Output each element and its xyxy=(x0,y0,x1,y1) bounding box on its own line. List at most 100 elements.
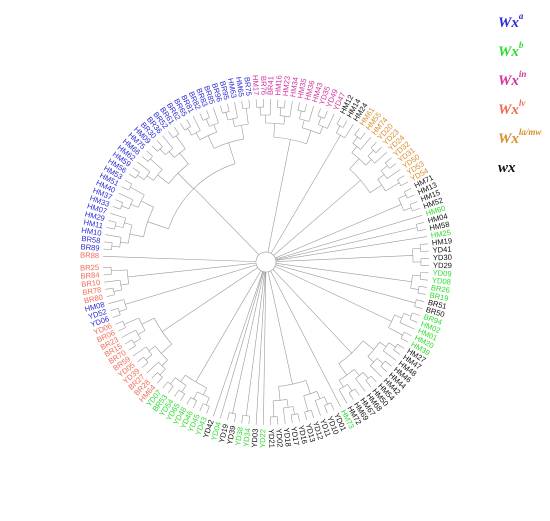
branch xyxy=(399,322,415,330)
branch-arc xyxy=(365,375,372,381)
branch xyxy=(147,221,169,230)
branch xyxy=(130,203,139,208)
branch xyxy=(162,267,258,332)
branch xyxy=(129,233,144,238)
branch xyxy=(389,163,397,169)
legend-base: Wx xyxy=(498,102,519,118)
branch xyxy=(270,135,341,254)
branch xyxy=(160,343,172,354)
leaf-label: YD29 xyxy=(433,261,452,270)
branch-arc xyxy=(303,391,318,397)
leaf-label: YD34 xyxy=(241,428,252,448)
branch xyxy=(267,271,293,385)
branch xyxy=(195,270,262,383)
branch xyxy=(354,369,360,376)
branch xyxy=(125,264,257,305)
branch xyxy=(206,406,210,414)
branch xyxy=(348,392,354,400)
branch xyxy=(305,380,311,394)
branch xyxy=(120,283,129,286)
branch xyxy=(289,101,293,117)
branch xyxy=(168,151,175,158)
branch xyxy=(278,386,281,401)
branch xyxy=(297,102,300,111)
branch xyxy=(205,397,210,406)
legend-base: Wx xyxy=(498,73,519,89)
branch xyxy=(316,391,321,399)
branch xyxy=(283,407,286,424)
branch xyxy=(412,274,421,277)
legend-item-wxb: Wxb xyxy=(498,33,550,62)
branch xyxy=(130,186,145,196)
branch xyxy=(419,278,429,281)
branch-arc xyxy=(199,131,217,141)
branch xyxy=(283,100,286,109)
branch-arc xyxy=(128,199,134,209)
branch xyxy=(267,139,291,253)
branch xyxy=(369,184,382,194)
branch xyxy=(255,271,266,425)
branch xyxy=(379,341,387,348)
branch xyxy=(377,174,385,180)
legend-item-wxin: Wxin xyxy=(498,62,550,91)
branch-arc xyxy=(222,111,230,114)
branch xyxy=(234,414,237,422)
branch xyxy=(181,385,187,393)
branch-arc xyxy=(398,198,404,211)
leaf-label: YD18 xyxy=(282,427,293,447)
branch xyxy=(120,241,129,244)
leaf-label: HM23 xyxy=(281,75,292,96)
leaf-label: YD03 xyxy=(250,428,260,448)
branch xyxy=(420,250,429,252)
branch-arc xyxy=(338,340,364,364)
branch-arc xyxy=(255,251,277,273)
branch xyxy=(419,285,428,288)
branch xyxy=(409,201,418,205)
leaf-label: BR25 xyxy=(80,263,99,273)
leaf-label: HM25 xyxy=(430,228,451,240)
branch xyxy=(207,135,215,149)
branch xyxy=(170,377,176,385)
branch xyxy=(400,337,409,343)
branch xyxy=(103,248,112,250)
branch xyxy=(213,107,219,123)
branch xyxy=(338,380,344,388)
branch xyxy=(275,204,402,259)
branch xyxy=(121,205,130,210)
branch xyxy=(179,152,189,165)
branch xyxy=(110,307,119,311)
branch xyxy=(275,263,412,282)
leaf-label: BR80 xyxy=(83,293,103,306)
branch-arc xyxy=(385,162,390,169)
legend-base: Wx xyxy=(498,131,519,147)
branch xyxy=(397,343,405,349)
branch xyxy=(272,400,275,417)
branch-arc xyxy=(352,143,361,150)
branch xyxy=(128,173,136,179)
branch-arc xyxy=(412,248,414,263)
branch-arc xyxy=(131,339,136,346)
branch xyxy=(283,116,286,125)
branch xyxy=(354,128,360,136)
branch-arc xyxy=(135,172,140,179)
branch xyxy=(180,123,185,131)
leaf-label: YD02 xyxy=(274,428,284,448)
branch xyxy=(263,271,267,425)
branch xyxy=(195,132,201,140)
branch xyxy=(127,262,257,278)
branch xyxy=(349,158,360,170)
leaf-label: BR51 xyxy=(427,298,448,311)
leaf-label: HM17 xyxy=(251,75,261,96)
branch xyxy=(115,321,123,325)
branch xyxy=(306,130,312,144)
branch xyxy=(234,102,238,118)
branch xyxy=(180,393,185,401)
branch-arc xyxy=(338,384,348,390)
branch xyxy=(383,350,397,361)
branch-arc xyxy=(393,344,398,351)
branch xyxy=(342,120,348,128)
branch xyxy=(351,146,358,153)
branch xyxy=(111,269,128,272)
branch-arc xyxy=(370,358,378,366)
branch xyxy=(370,365,382,378)
